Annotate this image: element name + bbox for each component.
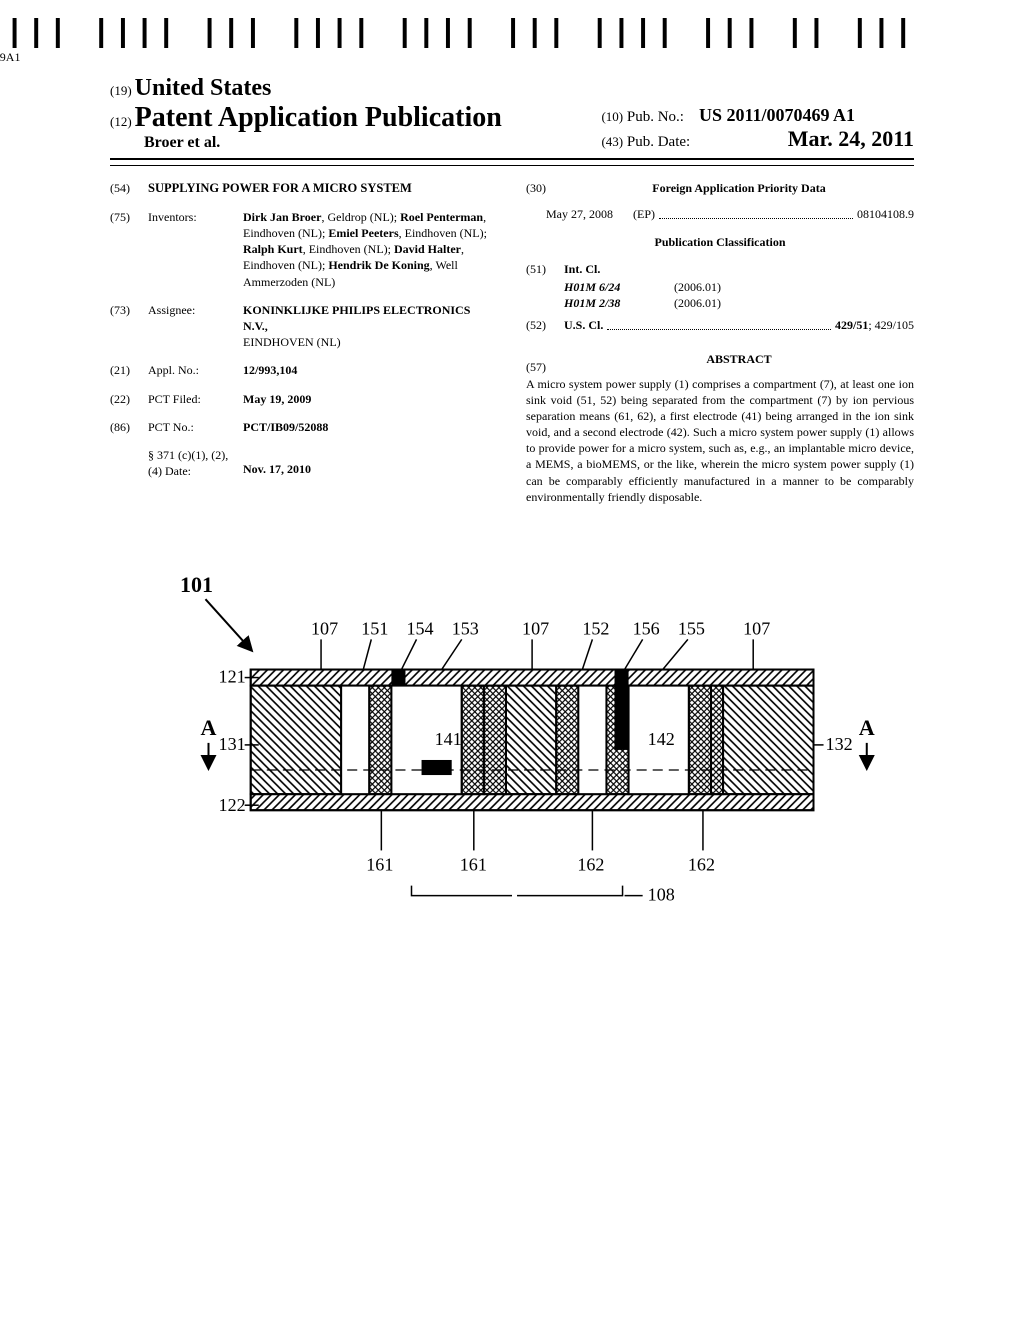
figure-svg: 107 151 154 153 107 152 156 155 107 <box>110 590 914 940</box>
code-19: (19) <box>110 83 132 98</box>
intcl1-year: (2006.01) <box>674 279 721 295</box>
ref-101: 101 <box>180 572 213 598</box>
code-21: (21) <box>110 362 148 378</box>
intcl2-code: H01M 2/38 <box>564 295 674 311</box>
assignee-name: KONINKLIJKE PHILIPS ELECTRONICS N.V., <box>243 303 470 333</box>
top-label-107c: 107 <box>743 618 770 638</box>
code-43: (43) <box>601 134 623 149</box>
code-73: (73) <box>110 302 148 351</box>
top-label-151: 151 <box>361 618 388 638</box>
label-A-right: A <box>859 715 875 740</box>
bot-label-161a: 161 <box>366 855 393 875</box>
top-label-152: 152 <box>582 618 609 638</box>
inventors-list: Dirk Jan Broer, Geldrop (NL); Roel Pente… <box>243 209 498 290</box>
pubdate-label: Pub. Date: <box>627 134 690 150</box>
bot-label-161b: 161 <box>460 855 487 875</box>
foreign-country: (EP) <box>633 206 655 222</box>
barcode-block: |||| ||||| || |||| ||| |||| ||| ||| ||||… <box>0 18 914 65</box>
dotted-line <box>659 218 853 219</box>
rule-top <box>110 158 914 160</box>
rule-bottom <box>110 165 914 166</box>
label-132: 132 <box>826 734 853 754</box>
label-121: 121 <box>219 667 246 687</box>
applno-value: 12/993,104 <box>243 362 498 378</box>
pubno-value: US 2011/0070469 A1 <box>699 105 855 125</box>
top-label-107b: 107 <box>522 618 549 638</box>
barcode-text: US 20110070469A1 <box>0 50 914 65</box>
assignee-label: Assignee: <box>148 302 243 351</box>
right-column: (30) Foreign Application Priority Data M… <box>526 180 914 505</box>
s371-date: Nov. 17, 2010 <box>243 447 498 479</box>
assignee-loc: EINDHOVEN (NL) <box>243 335 341 349</box>
page: |||| ||||| || |||| ||| |||| ||| ||| ||||… <box>0 0 1024 1320</box>
dotted-line-2 <box>607 329 831 330</box>
label-131: 131 <box>219 734 246 754</box>
top-label-154: 154 <box>406 618 433 638</box>
bot-label-162a: 162 <box>577 855 604 875</box>
intcl1-code: H01M 6/24 <box>564 279 674 295</box>
abstract-text: A micro system power supply (1) comprise… <box>526 376 914 506</box>
bot-label-162b: 162 <box>688 855 715 875</box>
top-label-156: 156 <box>633 618 660 638</box>
inventors-label: Inventors: <box>148 209 243 290</box>
pctno-label: PCT No.: <box>148 419 243 435</box>
label-A-left: A <box>200 715 216 740</box>
authors-line: Broer et al. <box>144 134 220 151</box>
top-label-107a: 107 <box>311 618 338 638</box>
invention-title: SUPPLYING POWER FOR A MICRO SYSTEM <box>148 180 412 197</box>
foreign-appno: 08104108.9 <box>857 206 914 222</box>
code-30: (30) <box>526 180 564 196</box>
label-122: 122 <box>219 795 246 815</box>
code-22: (22) <box>110 391 148 407</box>
country-name: United States <box>135 75 272 101</box>
mid-label-142: 142 <box>648 729 675 749</box>
body-columns: (54) SUPPLYING POWER FOR A MICRO SYSTEM … <box>110 180 914 505</box>
code-75: (75) <box>110 209 148 290</box>
header: (19) United States (12) Patent Applicati… <box>110 75 914 152</box>
barcode-graphic: |||| ||||| || |||| ||| |||| ||| ||| ||||… <box>0 18 914 48</box>
applno-label: Appl. No.: <box>148 362 243 378</box>
header-right: (10) Pub. No.: US 2011/0070469 A1 (43) P… <box>601 105 914 152</box>
code-10: (10) <box>601 109 623 124</box>
figure: 101 <box>110 590 914 940</box>
uscl-label: U.S. Cl. <box>564 317 603 333</box>
foreign-heading: Foreign Application Priority Data <box>564 180 914 196</box>
code-57: (57) <box>526 359 564 375</box>
pubdate-value: Mar. 24, 2011 <box>788 126 914 151</box>
pctfiled-value: May 19, 2009 <box>243 391 498 407</box>
code-51: (51) <box>526 261 564 277</box>
code-54: (54) <box>110 180 148 197</box>
mid-label-141: 141 <box>435 729 462 749</box>
s371-label: § 371 (c)(1), (2), (4) Date: <box>148 447 243 479</box>
foreign-date: May 27, 2008 <box>546 206 613 222</box>
code-12: (12) <box>110 114 132 129</box>
intcl2-year: (2006.01) <box>674 295 721 311</box>
label-108: 108 <box>648 885 675 905</box>
left-column: (54) SUPPLYING POWER FOR A MICRO SYSTEM … <box>110 180 498 505</box>
code-52: (52) <box>526 317 564 333</box>
doc-type: Patent Application Publication <box>135 102 502 133</box>
pubclass-heading: Publication Classification <box>526 234 914 250</box>
intcl-label: Int. Cl. <box>564 261 914 277</box>
assignee-value: KONINKLIJKE PHILIPS ELECTRONICS N.V., EI… <box>243 302 498 351</box>
top-label-155: 155 <box>678 618 705 638</box>
pctfiled-label: PCT Filed: <box>148 391 243 407</box>
pubno-label: Pub. No.: <box>627 109 684 125</box>
blank-code <box>110 447 148 479</box>
top-label-153: 153 <box>452 618 479 638</box>
abstract-heading: ABSTRACT <box>564 351 914 367</box>
pctno-value: PCT/IB09/52088 <box>243 419 498 435</box>
uscl-value: 429/51; 429/105 <box>835 317 914 333</box>
code-86: (86) <box>110 419 148 435</box>
